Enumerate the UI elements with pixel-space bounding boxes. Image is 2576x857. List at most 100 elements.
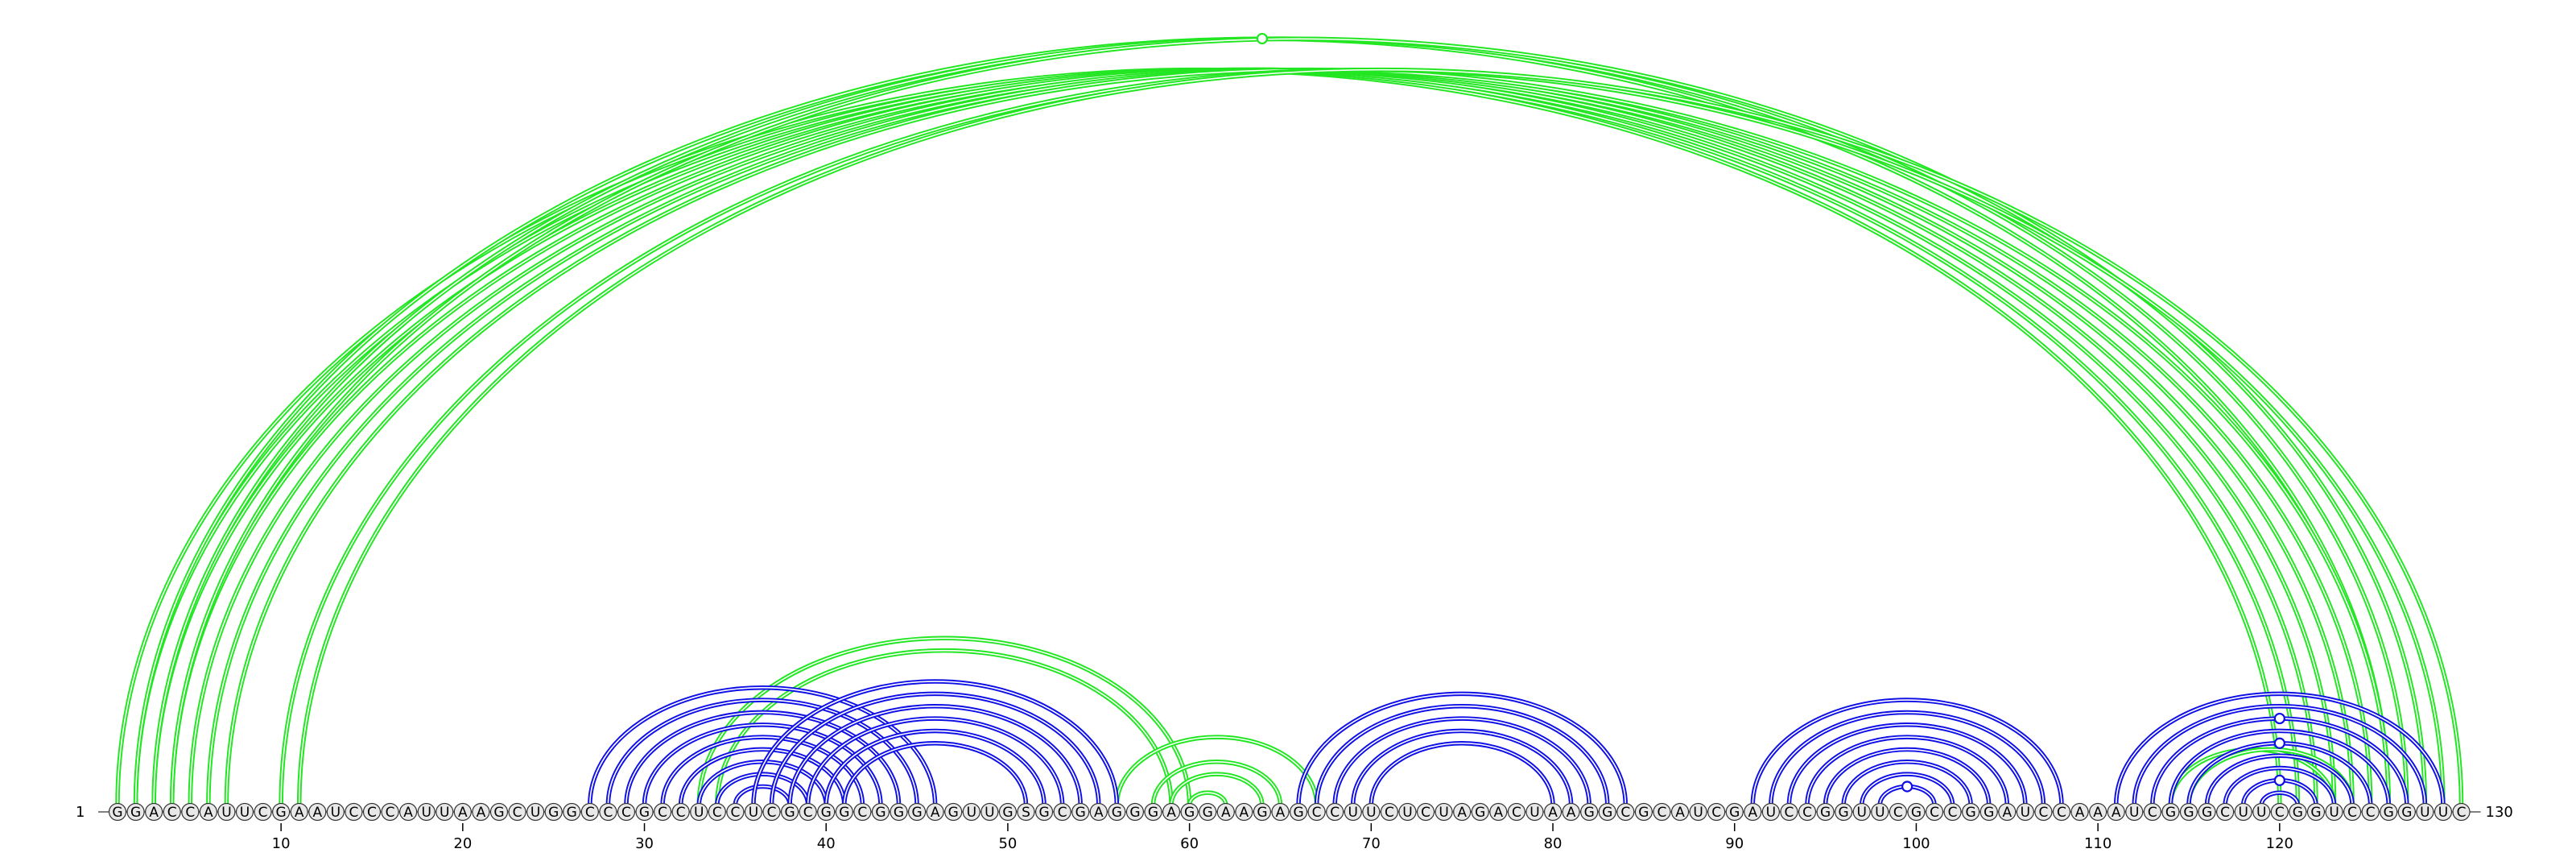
nucleotide-circle	[762, 802, 781, 822]
nucleotide-letter: A	[477, 805, 486, 821]
nucleotide-circle	[1471, 802, 1489, 822]
nucleotide-circle	[1943, 802, 1962, 822]
nucleotide-circle	[2452, 802, 2471, 822]
nucleotide-circle	[2361, 802, 2380, 822]
nucleotide-circle	[1871, 802, 1889, 822]
nucleotide-circle	[1962, 802, 1980, 822]
tick-label: 40	[817, 835, 836, 852]
nucleotide-circle	[1889, 802, 1907, 822]
nucleotide-letter: U	[1766, 805, 1776, 821]
nucleotide: A	[1670, 802, 1690, 822]
nucleotide-circle	[1380, 802, 1399, 822]
nucleotide-letter: A	[312, 805, 322, 821]
nucleotide-circle	[1816, 802, 1835, 822]
pair-arc	[133, 36, 2391, 808]
nucleotide: U	[1852, 802, 1871, 822]
nucleotide: C	[2270, 802, 2289, 822]
nucleotide: G	[489, 802, 509, 822]
nucleotide: A	[1235, 802, 1253, 822]
nucleotide-letter: G	[1911, 805, 1922, 821]
nucleotide-circle	[871, 802, 890, 822]
nucleotide: U	[1398, 802, 1417, 822]
pair-arc	[1805, 735, 2010, 808]
arc-marker	[2273, 774, 2285, 786]
nucleotide-letter: G	[1203, 805, 1213, 821]
nucleotide-letter: G	[1638, 805, 1649, 821]
nucleotide-circle	[1053, 802, 1071, 822]
nucleotide: G	[2380, 802, 2398, 822]
axis-tick: 80	[1544, 823, 1562, 852]
nucleotide-letter: C	[2057, 805, 2066, 821]
nucleotide-circle	[2070, 802, 2089, 822]
pair-arc-center	[2115, 693, 2444, 805]
pair-arc	[1823, 747, 1992, 808]
pair-arc-center	[1788, 723, 2026, 805]
nucleotide-letter: G	[1584, 805, 1595, 821]
nucleotide: G	[817, 802, 836, 822]
nucleotide: C	[1798, 802, 1817, 822]
nucleotide-letter: A	[1276, 805, 1286, 821]
nucleotide: A	[290, 802, 308, 822]
nucleotide-letter: G	[1257, 805, 1267, 821]
nucleotide-circle	[2397, 802, 2416, 822]
nucleotide-letter: C	[2275, 805, 2285, 821]
nucleotide-circle	[436, 802, 454, 822]
nucleotide: U	[526, 802, 545, 822]
nucleotide-circle	[489, 802, 509, 822]
nucleotide-letter: C	[1385, 805, 1394, 821]
pair-arc-center	[136, 70, 2298, 805]
nucleotide: U	[2125, 802, 2144, 822]
nucleotide: A	[2070, 802, 2089, 822]
nucleotide: C	[2361, 802, 2380, 822]
nucleotide: C	[362, 802, 382, 822]
nucleotide-circle	[345, 802, 363, 822]
nucleotide: G	[871, 802, 890, 822]
nucleotide-circle	[2016, 802, 2034, 822]
nucleotide-circle	[780, 802, 799, 822]
nucleotide-circle	[235, 802, 254, 822]
nucleotide-circle	[544, 802, 563, 822]
nucleotide-circle	[1525, 802, 1544, 822]
tick-label: 70	[1362, 835, 1381, 852]
nucleotide-letter: U	[1530, 805, 1539, 821]
nucleotide: U	[2252, 802, 2271, 822]
nucleotide-letter: G	[821, 805, 832, 821]
nucleotide-circle	[2052, 802, 2071, 822]
nucleotide-circle	[690, 802, 708, 822]
nucleotide-circle	[1798, 802, 1817, 822]
nucleotide-letter: C	[1657, 805, 1667, 821]
nucleotide: U	[1761, 802, 1780, 822]
nucleotide-circle	[2289, 802, 2307, 822]
axis-tick: 60	[1180, 823, 1199, 852]
nucleotide-letter: C	[513, 805, 522, 821]
nucleotide: C	[1707, 802, 1726, 822]
nucleotide-circle	[653, 802, 672, 822]
pair-arc-center	[1170, 773, 1263, 805]
pair-arc-center	[2224, 767, 2335, 805]
nucleotide-circle	[417, 802, 436, 822]
nucleotide-circle	[254, 802, 272, 822]
axis-tick: 70	[1362, 823, 1381, 852]
pair-arc-center	[1370, 743, 1554, 805]
nucleotide-letter: A	[1094, 805, 1104, 821]
nucleotide: U	[2416, 802, 2434, 822]
nucleotide: C	[508, 802, 526, 822]
pair-arc-center	[1352, 730, 1572, 805]
nucleotide-circle	[2234, 802, 2252, 822]
nucleotide-circle	[1453, 802, 1472, 822]
nucleotide: A	[1453, 802, 1472, 822]
nucleotide-letter: G	[2202, 805, 2212, 821]
nucleotide-letter: A	[2075, 805, 2085, 821]
nucleotide: C	[2052, 802, 2071, 822]
nucleotide-letter: G	[2310, 805, 2321, 821]
nucleotide: C	[254, 802, 272, 822]
nucleotide-letter: A	[403, 805, 413, 821]
axis-tick: 90	[1725, 823, 1744, 852]
nucleotide-letter: U	[240, 805, 250, 821]
pair-arc-center	[734, 785, 791, 805]
nucleotide: A	[472, 802, 490, 822]
nucleotide: U	[326, 802, 345, 822]
nucleotide-circle	[1216, 802, 1235, 822]
nucleotide-circle	[1034, 802, 1054, 822]
